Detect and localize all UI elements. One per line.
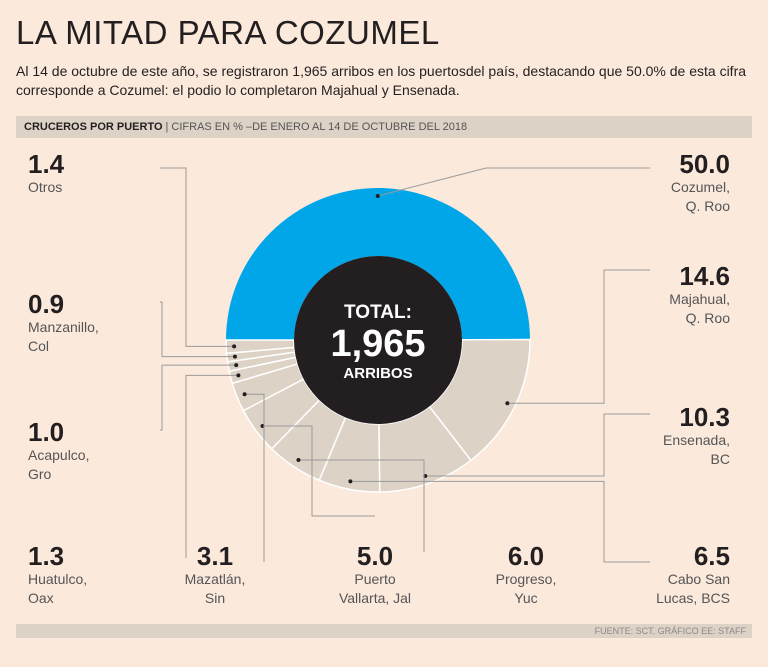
leader-line xyxy=(262,425,375,517)
slice-name-line: Cozumel, xyxy=(670,179,730,195)
leader-line xyxy=(185,374,239,558)
leader-lines xyxy=(160,167,650,563)
source-footer: FUENTE: SCT. GRÁFICO EE: STAFF xyxy=(16,624,752,638)
donut-slices xyxy=(225,187,531,493)
slice-name-line: Sin xyxy=(204,590,226,606)
leader-dot xyxy=(375,194,380,199)
chart-header-title: CRUCEROS POR PUERTO xyxy=(24,121,163,133)
page-title: LA MITAD PARA COZUMEL xyxy=(16,14,440,51)
center-total-label: TOTAL: xyxy=(344,302,412,323)
slice-value: 3.1 xyxy=(196,541,234,571)
slice-value: 6.0 xyxy=(507,541,545,571)
slice-value: 14.6 xyxy=(679,261,730,291)
slice-name-line: Col xyxy=(28,338,50,354)
leader-dot xyxy=(242,392,247,397)
leader-dot xyxy=(236,373,241,378)
slice-name-line: Q. Roo xyxy=(685,310,730,326)
slice-name-line: Progreso, xyxy=(495,571,557,587)
slice-name-line: Q. Roo xyxy=(685,198,730,214)
slice-label-progreso: 6.0 Progreso, Yuc xyxy=(476,542,576,608)
slice-value: 1.0 xyxy=(28,417,65,447)
chart-header-bar: CRUCEROS POR PUERTO | CIFRAS EN % –DE ENER… xyxy=(16,116,752,138)
slice-label-cabo-san-lucas: 6.5 Cabo San Lucas, BCS xyxy=(656,542,730,608)
donut-slice-cozumel-q-roo xyxy=(225,187,530,340)
leader-line xyxy=(377,167,650,197)
center-circle xyxy=(294,256,462,424)
center-total-unit: ARRIBOS xyxy=(343,365,412,382)
chart-header-note: CIFRAS EN % –DE ENERO AL 14 DE OCTUBRE D… xyxy=(171,121,468,133)
slice-label-mazatlan: 3.1 Mazatlán, Sin xyxy=(170,542,260,608)
leader-dot xyxy=(348,479,353,484)
slice-label-manzanillo: 0.9 Manzanillo, Col xyxy=(28,290,99,356)
leader-dot xyxy=(296,458,301,463)
slice-name-line: Otros xyxy=(28,179,63,195)
slice-name-line: BC xyxy=(710,451,730,467)
slice-label-otros: 1.4 Otros xyxy=(28,150,64,197)
leader-line xyxy=(298,459,425,552)
leader-dot xyxy=(232,344,237,349)
slice-name-line: Puerto xyxy=(354,571,396,587)
leader-dot xyxy=(232,354,237,359)
slice-value: 5.0 xyxy=(356,541,394,571)
slice-name-line: Acapulco, xyxy=(28,447,90,463)
slice-name-line: Vallarta, Jal xyxy=(338,590,412,606)
slice-value: 6.5 xyxy=(693,541,730,571)
slice-label-cozumel: 50.0 Cozumel, Q. Roo xyxy=(671,150,730,216)
slice-label-ensenada: 10.3 Ensenada, BC xyxy=(663,403,730,469)
leader-line xyxy=(160,167,235,347)
slice-label-puerto-vallarta: 5.0 Puerto Vallarta, Jal xyxy=(320,542,430,608)
slice-value: 10.3 xyxy=(679,402,730,432)
slice-value: 1.4 xyxy=(28,149,65,179)
leader-line xyxy=(244,393,265,562)
slice-name-line: Oax xyxy=(28,590,54,606)
leader-dot xyxy=(505,401,510,406)
leader-line xyxy=(160,301,235,358)
slice-name-line: Gro xyxy=(28,466,52,482)
slice-label-huatulco: 1.3 Huatulco, Oax xyxy=(28,542,87,608)
leader-line xyxy=(160,364,237,431)
center-total-value: 1,965 xyxy=(330,323,425,365)
slice-name-line: Lucas, BCS xyxy=(656,590,730,606)
slice-label-majahual: 14.6 Majahual, Q. Roo xyxy=(669,262,730,328)
slice-value: 50.0 xyxy=(679,149,730,179)
chart-header-separator: | xyxy=(165,121,169,133)
slice-value: 0.9 xyxy=(28,289,65,319)
slice-name-line: Manzanillo, xyxy=(28,319,99,335)
slice-value: 1.3 xyxy=(28,541,65,571)
leader-line xyxy=(350,480,650,563)
slice-label-acapulco: 1.0 Acapulco, Gro xyxy=(28,418,89,484)
slice-name-line: Majahual, xyxy=(669,291,730,307)
leader-line xyxy=(507,269,650,404)
slice-name-line: Yuc xyxy=(514,590,538,606)
slice-name-line: Cabo San xyxy=(667,571,730,587)
leader-dot xyxy=(234,363,239,368)
leader-line xyxy=(425,413,650,477)
slice-name-line: Mazatlán, xyxy=(184,571,246,587)
slice-name-line: Huatulco, xyxy=(28,571,88,587)
slice-name-line: Ensenada, xyxy=(663,432,730,448)
subtitle: Al 14 de octubre de este año, se registr… xyxy=(16,63,747,98)
